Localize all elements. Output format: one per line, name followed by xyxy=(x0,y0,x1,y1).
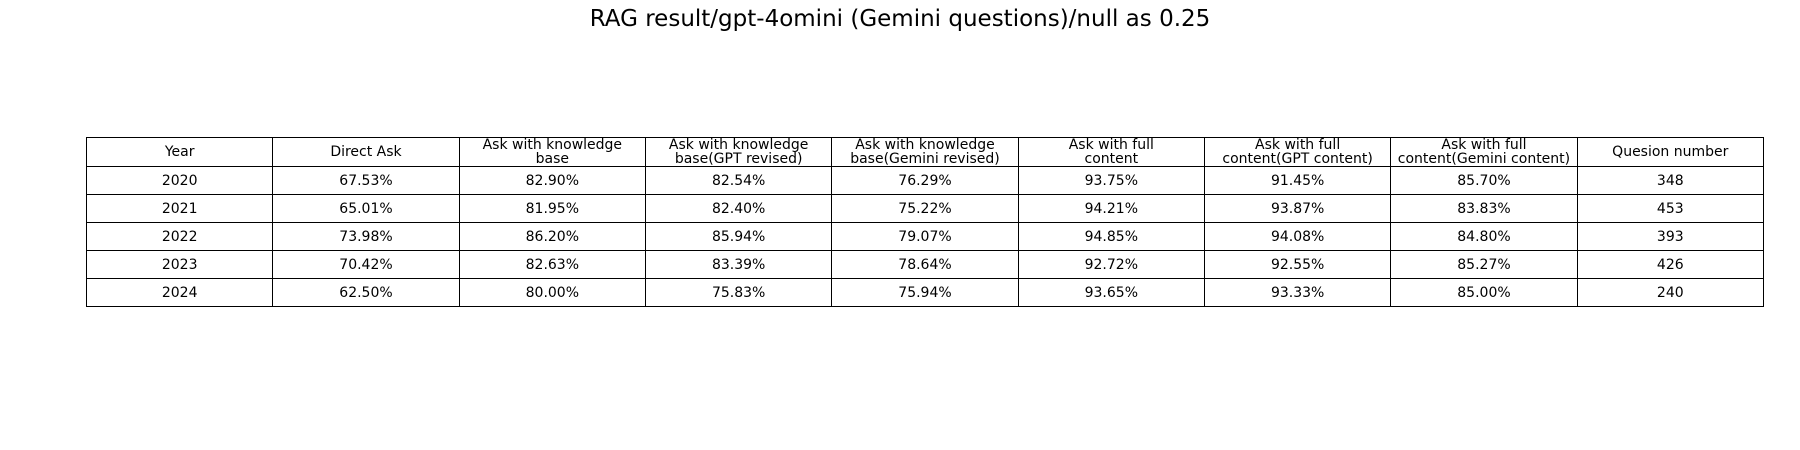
column-header-full-content-gemini: Ask with full content(Gemini content) xyxy=(1390,137,1578,167)
table-cell: 78.64% xyxy=(831,250,1019,279)
column-header-knowledge-base: Ask with knowledge base xyxy=(458,137,646,167)
table-cell: 82.63% xyxy=(458,250,646,279)
table-cell: 92.72% xyxy=(1017,250,1205,279)
column-header-direct-ask: Direct Ask xyxy=(272,137,460,167)
table-cell: 91.45% xyxy=(1203,166,1392,195)
column-header-knowledge-base-gemini-revised: Ask with knowledge base(Gemini revised) xyxy=(831,137,1019,167)
table-row: 2021 65.01% 81.95% 82.40% 75.22% 94.21% … xyxy=(85,194,1764,223)
chart-title: RAG result/gpt-4omini (Gemini questions)… xyxy=(589,6,1211,32)
table-cell: 2024 xyxy=(85,278,274,307)
table-cell: 94.21% xyxy=(1017,194,1205,223)
table-cell: 2023 xyxy=(85,250,274,279)
table-row: 2022 73.98% 86.20% 85.94% 79.07% 94.85% … xyxy=(85,222,1764,251)
column-header-full-content: Ask with full content xyxy=(1017,137,1205,167)
table-cell: 92.55% xyxy=(1203,250,1392,279)
table-cell: 426 xyxy=(1576,250,1764,279)
column-header-year: Year xyxy=(85,137,274,167)
table-row: 2023 70.42% 82.63% 83.39% 78.64% 92.72% … xyxy=(85,250,1764,279)
table-cell: 86.20% xyxy=(458,222,646,251)
table-cell: 240 xyxy=(1576,278,1764,307)
table-cell: 80.00% xyxy=(458,278,646,307)
table-cell: 75.83% xyxy=(644,278,833,307)
table-cell: 67.53% xyxy=(272,166,460,195)
column-header-knowledge-base-gpt-revised: Ask with knowledge base(GPT revised) xyxy=(644,137,833,167)
table-cell: 81.95% xyxy=(458,194,646,223)
table-cell: 75.22% xyxy=(831,194,1019,223)
table-cell: 65.01% xyxy=(272,194,460,223)
table-cell: 393 xyxy=(1576,222,1764,251)
table-cell: 70.42% xyxy=(272,250,460,279)
table-cell: 93.87% xyxy=(1203,194,1392,223)
table-cell: 76.29% xyxy=(831,166,1019,195)
table-cell: 73.98% xyxy=(272,222,460,251)
table-cell: 93.65% xyxy=(1017,278,1205,307)
table-cell: 79.07% xyxy=(831,222,1019,251)
table-cell: 82.40% xyxy=(644,194,833,223)
table-cell: 85.70% xyxy=(1390,166,1578,195)
table-cell: 82.90% xyxy=(458,166,646,195)
table-cell: 2022 xyxy=(85,222,274,251)
table-cell: 93.33% xyxy=(1203,278,1392,307)
table-cell: 82.54% xyxy=(644,166,833,195)
table-cell: 62.50% xyxy=(272,278,460,307)
table-row: 2020 67.53% 82.90% 82.54% 76.29% 93.75% … xyxy=(85,166,1764,195)
table-cell: 75.94% xyxy=(831,278,1019,307)
table-row: 2024 62.50% 80.00% 75.83% 75.94% 93.65% … xyxy=(85,278,1764,307)
table-cell: 94.08% xyxy=(1203,222,1392,251)
table-cell: 83.39% xyxy=(644,250,833,279)
table-header-row: Year Direct Ask Ask with knowledge base … xyxy=(85,137,1764,167)
table-cell: 85.94% xyxy=(644,222,833,251)
table-cell: 94.85% xyxy=(1017,222,1205,251)
column-header-question-number: Quesion number xyxy=(1576,137,1764,167)
table-cell: 348 xyxy=(1576,166,1764,195)
table-cell: 93.75% xyxy=(1017,166,1205,195)
table-cell: 84.80% xyxy=(1390,222,1578,251)
table-cell: 2021 xyxy=(85,194,274,223)
table-cell: 85.00% xyxy=(1390,278,1578,307)
table-cell: 2020 xyxy=(85,166,274,195)
table-cell: 83.83% xyxy=(1390,194,1578,223)
column-header-full-content-gpt: Ask with full content(GPT content) xyxy=(1203,137,1392,167)
table-cell: 85.27% xyxy=(1390,250,1578,279)
table-cell: 453 xyxy=(1576,194,1764,223)
results-table: Year Direct Ask Ask with knowledge base … xyxy=(85,137,1764,307)
